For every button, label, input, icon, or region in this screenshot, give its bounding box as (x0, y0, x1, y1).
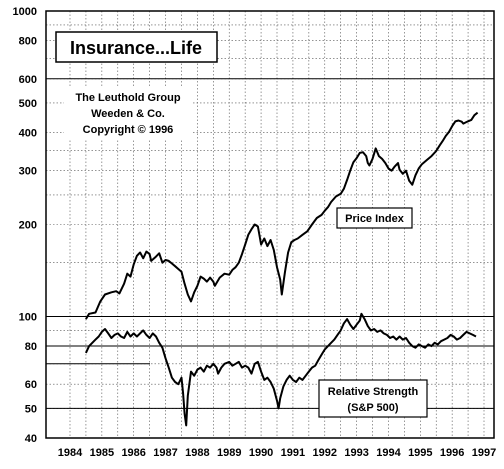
tick-layer: 1000 800 600 500 400 300 200 100 80 60 50 40 1984 198… (13, 6, 497, 459)
y-tick-label: 500 (19, 98, 37, 110)
y-tick-label: 1000 (13, 6, 37, 18)
y-tick-label: 100 (19, 311, 37, 323)
y-tick-label: 80 (25, 341, 37, 353)
x-tick-label: 1993 (344, 447, 368, 459)
y-tick-label: 60 (25, 379, 37, 391)
x-tick-label: 1990 (249, 447, 273, 459)
grid-layer (46, 11, 494, 439)
y-tick-label: 400 (19, 128, 37, 140)
y-tick-label: 600 (19, 74, 37, 86)
relative-strength-label: Relative Strength (328, 386, 419, 398)
x-tick-label: 1984 (58, 447, 83, 459)
x-tick-label: 1995 (408, 447, 432, 459)
attribution-box (64, 88, 192, 140)
x-tick-label: 1991 (281, 447, 305, 459)
title-box (55, 31, 218, 63)
y-tick-label: 300 (19, 166, 37, 178)
relative-strength-label-box (318, 379, 428, 418)
price-index-label: Price Index (345, 213, 405, 225)
attribution-line-1: The Leuthold Group (75, 92, 180, 104)
x-tick-label: 1987 (153, 447, 177, 459)
relative-strength-sublabel: (S&P 500) (347, 402, 398, 414)
y-tick-label: 40 (25, 433, 37, 445)
x-tick-label: 1986 (121, 447, 145, 459)
y-tick-label: 200 (19, 220, 37, 232)
price-index-label-box (336, 207, 413, 229)
y-tick-label: 50 (25, 403, 37, 415)
attribution-line-3: Copyright © 1996 (83, 124, 174, 136)
relative-strength-line (84, 312, 477, 427)
x-tick-label: 1994 (376, 447, 401, 459)
x-tick-label: 1997 (472, 447, 496, 459)
x-tick-label: 1992 (313, 447, 337, 459)
y-tick-label: 800 (19, 36, 37, 48)
chart-title: Insurance...Life (70, 38, 202, 58)
price-index-line (85, 111, 479, 320)
series-layer (84, 111, 479, 427)
x-tick-label: 1996 (440, 447, 464, 459)
attribution-line-2: Weeden & Co. (91, 108, 165, 120)
x-tick-label: 1985 (90, 447, 114, 459)
x-tick-label: 1988 (185, 447, 209, 459)
plot-frame (45, 10, 495, 439)
x-tick-label: 1989 (217, 447, 241, 459)
